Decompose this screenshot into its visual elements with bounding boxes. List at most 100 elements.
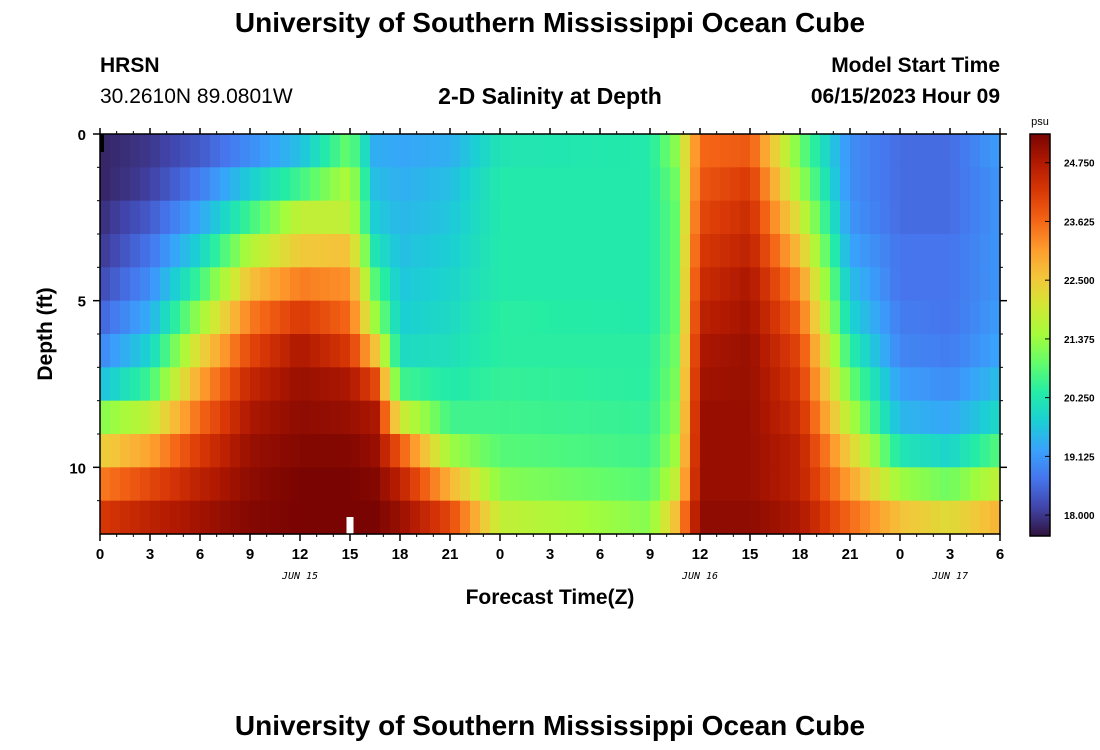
heatmap-cell xyxy=(720,434,731,468)
heatmap-cell xyxy=(650,500,661,535)
heatmap-cell xyxy=(250,234,261,268)
heatmap-cell xyxy=(500,367,511,402)
heatmap-cell xyxy=(890,500,901,535)
heatmap-cell xyxy=(920,234,931,268)
heatmap-cell xyxy=(790,267,801,302)
heatmap-cell xyxy=(450,267,461,302)
heatmap-cell xyxy=(220,134,231,168)
heatmap-cell xyxy=(830,300,841,335)
heatmap-cell xyxy=(240,134,251,168)
heatmap-cell xyxy=(340,434,351,468)
heatmap-cell xyxy=(150,167,161,202)
model-start-marker xyxy=(346,517,354,534)
heatmap-cell xyxy=(350,134,361,168)
heatmap-cell xyxy=(970,167,981,202)
heatmap-cell xyxy=(920,367,931,402)
heatmap-cell xyxy=(610,267,621,302)
heatmap-cell xyxy=(750,434,761,468)
heatmap-cell xyxy=(480,500,491,535)
heatmap-cell xyxy=(770,367,781,402)
heatmap-cell xyxy=(270,467,281,502)
heatmap-cell xyxy=(790,467,801,502)
heatmap-cell xyxy=(900,434,911,468)
heatmap-cell xyxy=(520,200,531,235)
heatmap-cell xyxy=(510,500,521,535)
heatmap-cell xyxy=(950,500,961,535)
heatmap-cell xyxy=(880,167,891,202)
heatmap-cell xyxy=(220,334,231,368)
heatmap-cell xyxy=(780,500,791,535)
heatmap-cell xyxy=(550,334,561,368)
heatmap-cell xyxy=(130,300,141,335)
heatmap-cell xyxy=(510,167,521,202)
heatmap-cell xyxy=(550,500,561,535)
heatmap-cell xyxy=(160,334,171,368)
heatmap-cell xyxy=(820,367,831,402)
heatmap-cell xyxy=(830,267,841,302)
heatmap-cell xyxy=(540,334,551,368)
heatmap-cell xyxy=(780,234,791,268)
heatmap-cell xyxy=(640,234,651,268)
heatmap-cell xyxy=(450,134,461,168)
heatmap-cell xyxy=(270,200,281,235)
heatmap-cell xyxy=(500,267,511,302)
heatmap-cell xyxy=(870,267,881,302)
heatmap-cell xyxy=(560,500,571,535)
heatmap-cell xyxy=(860,367,871,402)
heatmap-cell xyxy=(340,267,351,302)
heatmap-cell xyxy=(390,300,401,335)
heatmap-cell xyxy=(310,134,321,168)
heatmap-cells xyxy=(100,134,1001,535)
heatmap-cell xyxy=(210,267,221,302)
heatmap-cell xyxy=(400,234,411,268)
heatmap-cell xyxy=(920,467,931,502)
heatmap-cell xyxy=(740,234,751,268)
heatmap-cell xyxy=(860,500,871,535)
heatmap-cell xyxy=(110,200,121,235)
heatmap-cell xyxy=(420,267,431,302)
heatmap-cell xyxy=(180,200,191,235)
heatmap-cell xyxy=(810,234,821,268)
heatmap-cell xyxy=(910,134,921,168)
heatmap-cell xyxy=(210,467,221,502)
heatmap-cell xyxy=(690,200,701,235)
heatmap-cell xyxy=(990,467,1001,502)
colorbar: 24.750 23.625 22.500 21.375 20.250 19.125 18.0… xyxy=(1029,133,1095,537)
heatmap-cell xyxy=(960,434,971,468)
heatmap-cell xyxy=(350,167,361,202)
heatmap-cell xyxy=(340,167,351,202)
heatmap-cell xyxy=(500,167,511,202)
heatmap-cell xyxy=(540,200,551,235)
heatmap-cell xyxy=(200,300,211,335)
heatmap-cell xyxy=(930,134,941,168)
station-name: HRSN xyxy=(100,54,160,77)
heatmap-cell xyxy=(800,200,811,235)
heatmap-cell xyxy=(530,500,541,535)
heatmap-cell xyxy=(490,134,501,168)
heatmap-cell xyxy=(260,300,271,335)
y-tick-label: 5 xyxy=(78,294,86,311)
heatmap-cell xyxy=(330,334,341,368)
heatmap-cell xyxy=(630,367,641,402)
heatmap-cell xyxy=(700,267,711,302)
heatmap-cell xyxy=(950,300,961,335)
heatmap-cell xyxy=(660,500,671,535)
heatmap-cell xyxy=(120,400,131,435)
x-tick-label: 0 xyxy=(496,546,504,563)
heatmap-cell xyxy=(410,367,421,402)
heatmap-cell xyxy=(600,234,611,268)
heatmap-cell xyxy=(240,267,251,302)
heatmap-cell xyxy=(430,434,441,468)
heatmap-cell xyxy=(910,400,921,435)
heatmap-cell xyxy=(940,434,951,468)
heatmap-cell xyxy=(100,334,111,368)
colorbar-tick-label: 23.625 xyxy=(1064,217,1095,228)
heatmap-cell xyxy=(870,167,881,202)
heatmap-cell xyxy=(250,400,261,435)
heatmap-cell xyxy=(710,267,721,302)
heatmap-cell xyxy=(260,434,271,468)
heatmap-cell xyxy=(230,500,241,535)
heatmap-cell xyxy=(170,400,181,435)
y-tick-label: 0 xyxy=(78,127,86,144)
heatmap-cell xyxy=(620,134,631,168)
